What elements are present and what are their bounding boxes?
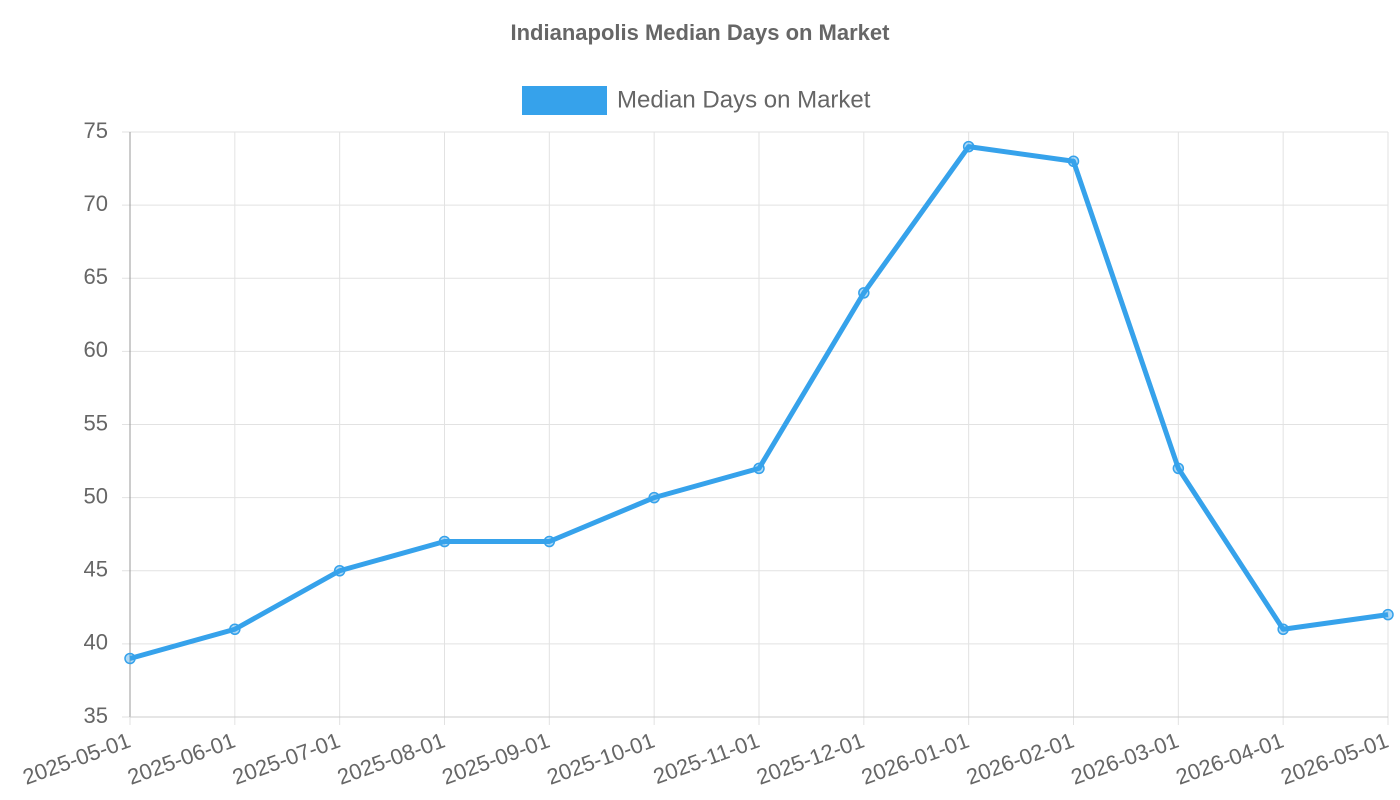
legend-swatch (522, 86, 607, 115)
point (1382, 608, 1394, 621)
x-tick-label: 2025-11-01 (650, 728, 763, 789)
y-tick-label: 60 (84, 337, 108, 362)
chart-title: Indianapolis Median Days on Market (511, 20, 891, 45)
point (1277, 623, 1289, 635)
x-tick-label: 2025-05-01 (19, 728, 133, 790)
y-tick-label: 40 (84, 630, 108, 655)
point (1172, 462, 1185, 475)
x-tick-label: 2026-02-01 (963, 728, 1077, 790)
y-tick-label: 55 (84, 410, 108, 435)
y-tick-label: 65 (84, 264, 108, 289)
x-tick-label: 2026-04-01 (1173, 728, 1287, 790)
line (129, 144, 1389, 661)
x-tick-label: 2026-01-01 (858, 728, 972, 790)
point (1067, 155, 1080, 167)
point (543, 535, 556, 548)
y-tick-label: 45 (84, 557, 108, 582)
point (648, 491, 660, 504)
y-tick-label: 50 (84, 483, 108, 508)
x-tick-label: 2025-07-01 (229, 728, 343, 790)
legend-label: Median Days on Market (617, 86, 871, 113)
y-tick-label: 35 (84, 703, 108, 728)
y-tick-label: 70 (84, 191, 108, 216)
point (229, 623, 241, 635)
y-tick-label: 75 (84, 118, 108, 143)
x-tick-label: 2026-03-01 (1068, 728, 1182, 790)
point (858, 287, 870, 299)
point (753, 462, 765, 475)
point (333, 565, 346, 577)
point (962, 140, 975, 153)
x-tick-label: 2025-09-01 (439, 728, 553, 790)
point (124, 652, 136, 665)
x-tick-label: 2025-10-01 (544, 728, 658, 790)
x-tick-label: 2025-06-01 (124, 728, 238, 790)
x-tick-label: 2025-08-01 (334, 728, 448, 790)
x-tick-label: 2025-12-01 (753, 728, 867, 790)
x-tick-label: 2026-05-01 (1277, 728, 1391, 790)
point (438, 535, 451, 548)
